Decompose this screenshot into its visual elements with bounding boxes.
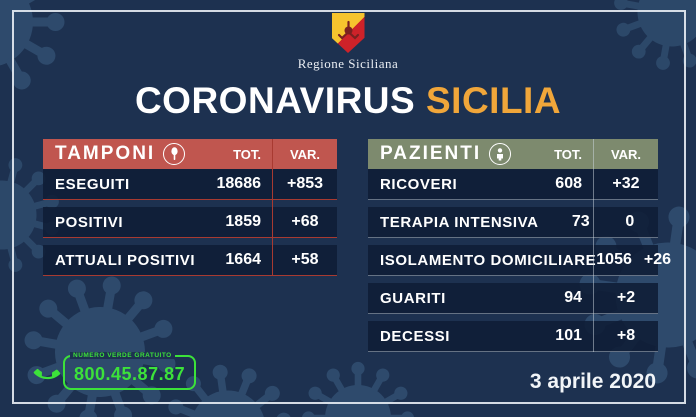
row-label: POSITIVI — [55, 213, 124, 231]
title-coronavirus: CORONAVIRUS — [134, 80, 416, 121]
trinacria-icon — [337, 20, 359, 40]
sicily-coat-of-arms-icon — [331, 13, 365, 53]
pazienti-column-divider — [593, 139, 594, 352]
pazienti-col-tot: TOT. — [554, 146, 582, 162]
row-total: 1664 — [225, 251, 261, 268]
row-variation: +26 — [643, 251, 671, 268]
row-label: ESEGUITI — [55, 175, 130, 193]
row-label: GUARITI — [380, 289, 446, 307]
title-sicilia: SICILIA — [426, 80, 562, 121]
row-label: ISOLAMENTO DOMICILIARE — [380, 251, 597, 269]
table-row: ISOLAMENTO DOMICILIARE 1056 +26 — [368, 245, 671, 276]
table-row: ESEGUITI 18686 +853 — [43, 169, 337, 200]
row-variation: +68 — [291, 213, 319, 230]
region-name: Regione Siciliana — [297, 56, 399, 71]
row-total: 1859 — [225, 213, 261, 230]
row-variation: +32 — [612, 175, 640, 192]
pazienti-header: PAZIENTI TOT. VAR. — [368, 139, 658, 169]
region-logo: Regione Siciliana — [0, 13, 696, 72]
row-variation: +2 — [616, 289, 636, 306]
row-total: 73 — [571, 213, 590, 230]
tamponi-column-divider — [272, 139, 273, 276]
tamponi-col-tot: TOT. — [233, 146, 261, 162]
swab-icon — [163, 143, 186, 165]
row-label: ATTUALI POSITIVI — [55, 251, 196, 269]
row-variation: +8 — [616, 327, 636, 344]
tamponi-header: TAMPONI TOT. VAR. — [43, 139, 337, 169]
hotline-badge: NUMERO VERDE GRATUITO 800.45.87.87 — [33, 352, 197, 390]
table-row: TERAPIA INTENSIVA 73 0 — [368, 207, 658, 238]
border-frame — [12, 10, 686, 404]
row-total: 608 — [555, 175, 582, 192]
row-total: 18686 — [216, 175, 262, 192]
table-row: DECESSI 101 +8 — [368, 321, 658, 352]
pazienti-table: PAZIENTI TOT. VAR. RICOVERI 608 +32 TERA… — [368, 139, 671, 352]
phone-icon — [33, 368, 61, 380]
hotline-number: 800.45.87.87 — [74, 364, 186, 384]
tamponi-col-var: VAR. — [289, 146, 321, 162]
row-total: 101 — [555, 327, 582, 344]
row-variation: +853 — [286, 175, 324, 192]
hotline-label: NUMERO VERDE GRATUITO — [70, 352, 175, 359]
table-row: ATTUALI POSITIVI 1664 +58 — [43, 245, 337, 276]
table-row: GUARITI 94 +2 — [368, 283, 658, 314]
pazienti-col-var: VAR. — [610, 146, 642, 162]
row-label: DECESSI — [380, 327, 451, 345]
hotline-number-box: NUMERO VERDE GRATUITO 800.45.87.87 — [63, 352, 197, 390]
row-variation: 0 — [625, 213, 635, 230]
row-variation: +58 — [291, 251, 319, 268]
row-total: 94 — [564, 289, 582, 306]
row-total: 1056 — [596, 251, 632, 268]
tamponi-table: TAMPONI TOT. VAR. ESEGUITI 18686 +853 PO… — [43, 139, 337, 276]
page-title: CORONAVIRUS SICILIA — [0, 80, 696, 122]
tamponi-title: TAMPONI — [55, 143, 156, 164]
pazienti-title: PAZIENTI — [380, 143, 482, 164]
row-label: RICOVERI — [380, 175, 458, 193]
table-row: POSITIVI 1859 +68 — [43, 207, 337, 238]
table-row: RICOVERI 608 +32 — [368, 169, 658, 200]
person-icon — [489, 143, 512, 165]
row-label: TERAPIA INTENSIVA — [380, 213, 539, 231]
report-date: 3 aprile 2020 — [529, 370, 656, 393]
